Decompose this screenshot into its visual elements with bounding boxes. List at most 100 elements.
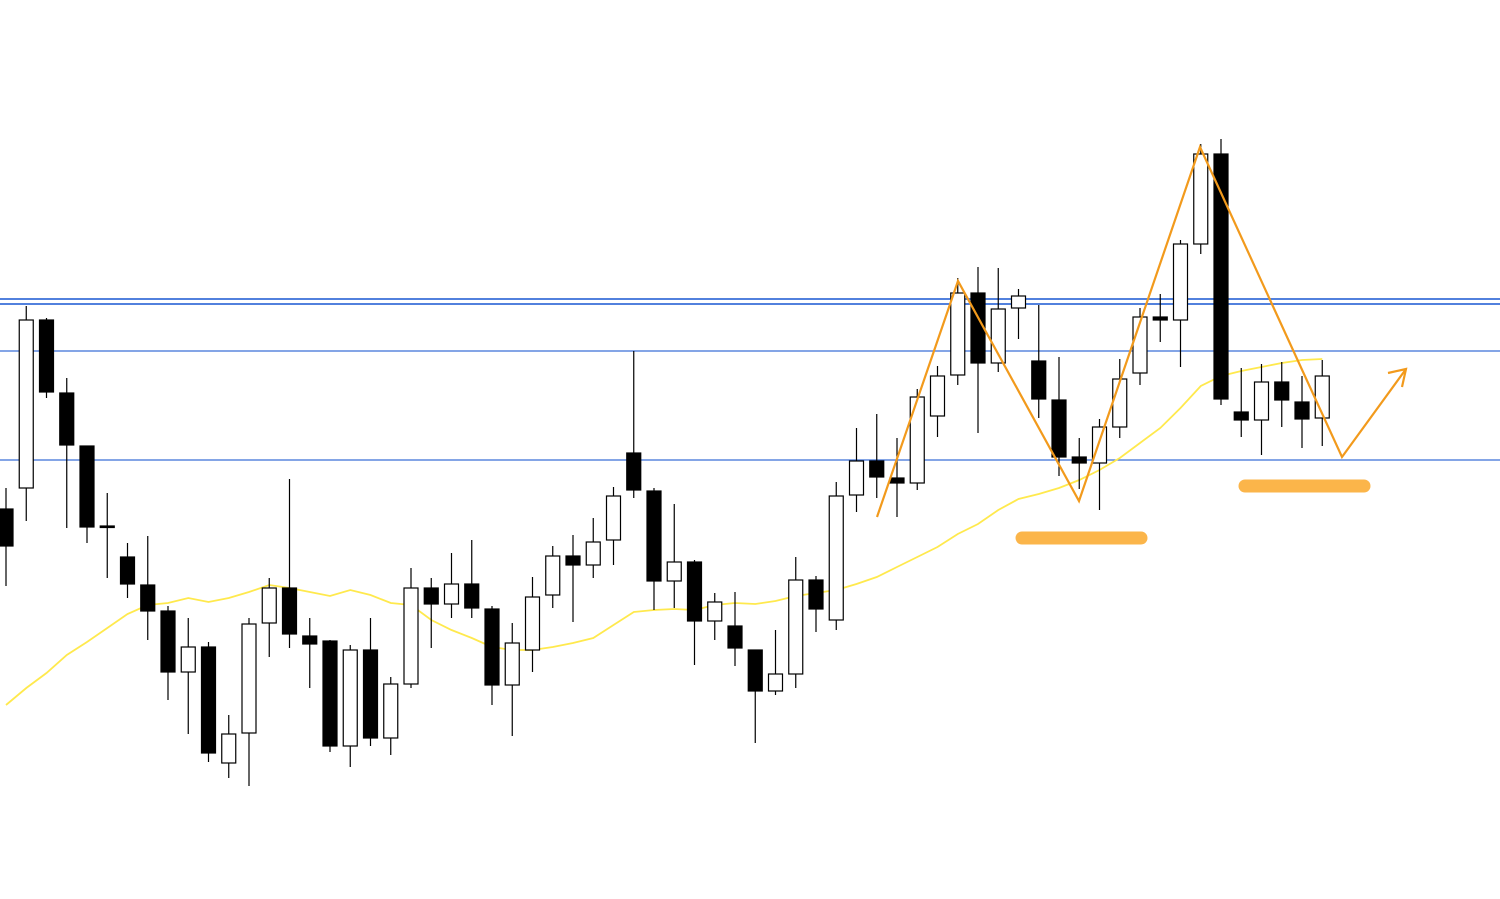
- candle: [1091, 419, 1108, 510]
- candle: [1294, 376, 1310, 448]
- candle: [1193, 144, 1209, 254]
- candle: [1051, 357, 1067, 476]
- candle-body: [585, 541, 601, 566]
- candle-body: [464, 583, 480, 609]
- candle-body: [1051, 399, 1067, 458]
- candle-body: [1010, 295, 1027, 309]
- candle-body: [241, 623, 257, 734]
- candle: [767, 630, 784, 695]
- candle: [99, 493, 115, 578]
- candle: [342, 645, 358, 767]
- candle: [869, 414, 885, 498]
- candle: [464, 540, 480, 618]
- plot: [0, 139, 1500, 786]
- candle: [302, 618, 318, 688]
- candle-body: [1112, 378, 1128, 428]
- candle: [686, 560, 703, 665]
- candle-body: [119, 556, 136, 585]
- candle-body: [1071, 456, 1087, 464]
- candle: [1233, 368, 1249, 437]
- candle-body: [383, 683, 399, 739]
- candle-body: [1274, 381, 1290, 401]
- candle: [666, 504, 682, 608]
- candle-body: [646, 490, 662, 582]
- candle-body: [423, 587, 439, 605]
- candle: [524, 577, 541, 672]
- candle: [1172, 240, 1189, 367]
- candle-body: [626, 452, 642, 491]
- candle: [808, 576, 824, 632]
- candle: [119, 543, 136, 598]
- candle: [18, 306, 34, 521]
- candle: [241, 618, 257, 786]
- moving-average: [5, 358, 1323, 706]
- candle: [423, 578, 439, 648]
- candle: [200, 642, 217, 762]
- candle: [1071, 438, 1087, 489]
- candle-body: [59, 392, 75, 446]
- candle: [322, 640, 338, 752]
- candle-body: [686, 561, 703, 622]
- candle-body: [788, 579, 804, 675]
- zigzag-line: [875, 144, 1407, 518]
- candle-body: [1172, 243, 1189, 321]
- candle: [0, 488, 14, 586]
- candle-body: [605, 495, 622, 541]
- candle: [889, 438, 905, 517]
- candle-body: [1253, 381, 1270, 421]
- candle-body: [1193, 153, 1209, 245]
- candle: [950, 278, 966, 385]
- candle-body: [38, 319, 55, 393]
- candle: [970, 267, 986, 433]
- candle: [140, 536, 156, 640]
- candle-body: [747, 649, 763, 692]
- candle: [261, 578, 277, 657]
- candle: [383, 677, 399, 755]
- candle: [646, 488, 662, 610]
- candle: [1213, 139, 1229, 405]
- candle: [79, 445, 95, 543]
- candle-body: [545, 555, 561, 596]
- candle: [605, 487, 622, 565]
- candle: [1010, 289, 1027, 339]
- candle-body: [565, 555, 581, 566]
- candle-body: [99, 525, 115, 529]
- candle-body: [281, 587, 298, 635]
- candle-body: [1213, 153, 1229, 400]
- candle-body: [1152, 316, 1168, 321]
- candle: [281, 479, 298, 648]
- candle: [504, 623, 520, 736]
- candle-body: [848, 460, 865, 496]
- candle-body: [889, 477, 905, 484]
- candle-body: [950, 292, 966, 376]
- candle-body: [180, 646, 196, 673]
- candle-body: [221, 733, 237, 764]
- candle: [484, 606, 500, 705]
- candle-body: [504, 642, 520, 686]
- candle: [565, 535, 581, 622]
- candle-body: [909, 396, 925, 484]
- candle: [160, 606, 176, 700]
- candle: [545, 546, 561, 608]
- candle: [221, 715, 237, 778]
- candle: [59, 378, 75, 528]
- candle: [909, 389, 925, 490]
- candle: [788, 557, 804, 688]
- candle: [180, 618, 196, 734]
- candle-body: [707, 601, 723, 622]
- candle-body: [302, 635, 318, 645]
- candle-body: [322, 640, 338, 747]
- candle: [362, 618, 379, 746]
- candle: [626, 351, 642, 498]
- candle: [403, 568, 419, 688]
- candle-body: [140, 584, 156, 612]
- pattern-annotation: [875, 144, 1408, 518]
- candle-body: [727, 625, 743, 649]
- candle-body: [869, 460, 885, 478]
- candle-body: [362, 649, 379, 739]
- candle: [929, 366, 946, 437]
- candle: [1152, 294, 1168, 342]
- candle: [1253, 364, 1270, 455]
